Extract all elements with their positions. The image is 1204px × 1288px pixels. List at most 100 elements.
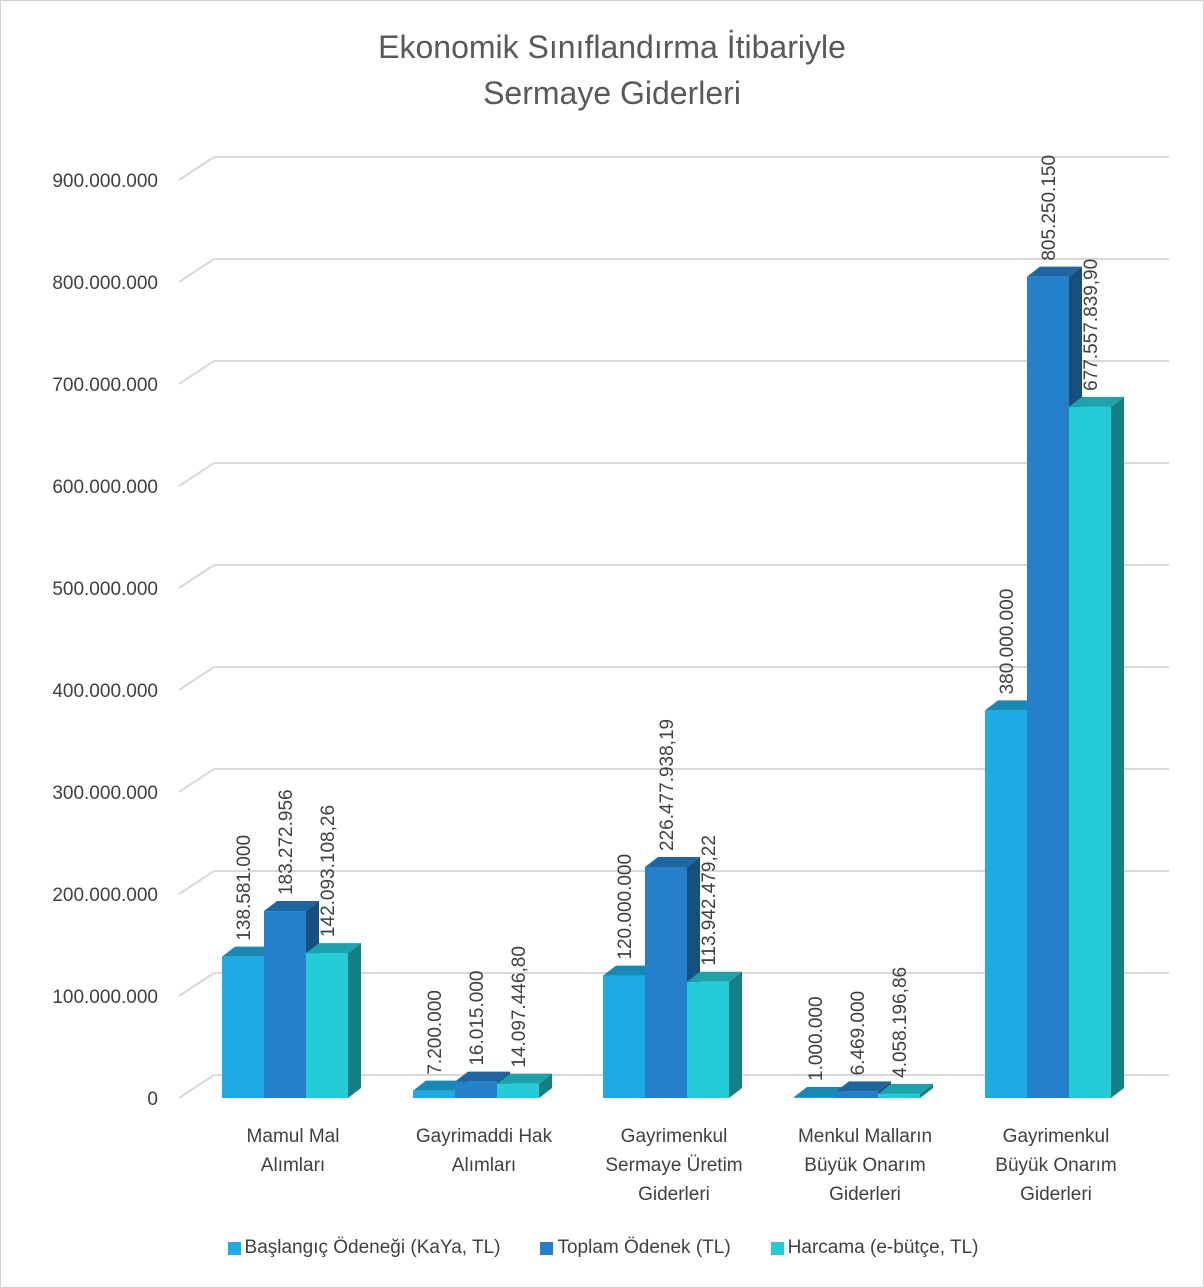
category-label: Gayrimenkul — [621, 1126, 728, 1147]
bar-top — [1027, 266, 1082, 277]
category-label: Büyük Onarım — [995, 1155, 1116, 1176]
bar-front — [645, 866, 687, 1098]
legend: Başlangıç Ödeneği (KaYa, TL) Toplam Ödene… — [1, 1237, 1204, 1259]
bar — [497, 1073, 552, 1098]
y-tick-label: 200.000.000 — [52, 885, 158, 906]
bars — [222, 266, 1124, 1098]
y-tick-label: 300.000.000 — [52, 783, 158, 804]
bar — [306, 943, 361, 1098]
legend-label: Harcama (e-bütçe, TL) — [787, 1237, 979, 1258]
bar — [878, 1083, 933, 1098]
bar-side — [539, 1073, 552, 1098]
gridline-side — [178, 768, 215, 793]
data-label: 677.557.839,90 — [1081, 259, 1102, 391]
gridline-side — [178, 666, 215, 691]
data-label: 120.000.000 — [615, 854, 636, 960]
bar-front — [497, 1083, 539, 1098]
data-label: 14.097.446,80 — [509, 946, 530, 1068]
bar-front — [222, 956, 264, 1098]
gridline-side — [178, 462, 215, 487]
chart-title-line: Ekonomik Sınıflandırma İtibariyle — [378, 29, 846, 65]
gridline-side — [178, 564, 215, 589]
category-label: Giderleri — [638, 1184, 710, 1205]
bar-side — [920, 1083, 933, 1098]
bar-front — [413, 1090, 455, 1098]
bar — [1069, 396, 1124, 1098]
y-tick-label: 0 — [147, 1089, 158, 1110]
y-tick-label: 800.000.000 — [52, 273, 158, 294]
bar-top — [497, 1073, 552, 1084]
legend-item: Başlangıç Ödeneği (KaYa, TL) — [227, 1237, 500, 1259]
bar-top — [264, 901, 319, 912]
bar-top — [222, 946, 277, 957]
gridline-side — [178, 360, 215, 385]
data-label: 805.250.150 — [1039, 155, 1060, 261]
bar-front — [878, 1093, 920, 1098]
bar-top — [878, 1083, 933, 1094]
bar-front — [687, 981, 729, 1098]
bar-top — [306, 943, 361, 954]
data-label: 6.469.000 — [848, 991, 869, 1076]
bar-side — [729, 971, 742, 1098]
category-label: Büyük Onarım — [804, 1155, 925, 1176]
data-label: 7.200.000 — [425, 990, 446, 1075]
gridline-side — [178, 972, 215, 997]
category-label: Gayrimenkul — [1003, 1126, 1110, 1147]
data-labels: 138.581.000 183.272.956 142.093.108,26 7.20… — [234, 155, 1102, 1081]
data-label: 138.581.000 — [234, 835, 255, 941]
gridline-side — [178, 870, 215, 895]
data-label: 183.272.956 — [276, 789, 297, 895]
data-label: 380.000.000 — [997, 589, 1018, 695]
category-label: Sermaye Üretim — [605, 1155, 742, 1176]
bar-top — [1069, 396, 1124, 407]
category-label: Alımları — [452, 1155, 516, 1176]
data-label: 16.015.000 — [467, 971, 488, 1066]
legend-swatch — [227, 1241, 241, 1255]
data-label: 113.942.479,22 — [699, 835, 720, 966]
bar-front — [985, 710, 1027, 1098]
bar-chart: Ekonomik Sınıflandırma İtibariyle Sermaye… — [52, 29, 1169, 1205]
category-label: Giderleri — [1020, 1184, 1092, 1205]
data-label: 142.093.108,26 — [318, 805, 339, 937]
category-label: Alımları — [261, 1155, 325, 1176]
legend-item: Harcama (e-bütçe, TL) — [770, 1237, 979, 1259]
y-tick-label: 900.000.000 — [52, 171, 158, 192]
category-label: Menkul Malların — [798, 1126, 932, 1147]
bar-top — [645, 856, 700, 867]
y-tick-label: 400.000.000 — [52, 681, 158, 702]
bar-front — [306, 953, 348, 1098]
bar-front — [1027, 276, 1069, 1098]
bar-front — [836, 1091, 878, 1098]
data-label: 1.000.000 — [806, 996, 827, 1081]
gridline-side — [178, 1074, 215, 1099]
y-tick-label: 700.000.000 — [52, 375, 158, 396]
category-label: Mamul Mal — [247, 1126, 340, 1147]
legend-label: Toplam Ödenek (TL) — [557, 1237, 731, 1258]
bar-front — [264, 911, 306, 1098]
chart-title: Ekonomik Sınıflandırma İtibariyle Sermaye… — [378, 29, 846, 111]
category-label: Gayrimaddi Hak — [416, 1126, 553, 1147]
data-label: 4.058.196,86 — [890, 967, 911, 1078]
bar-top — [603, 965, 658, 976]
bar-top — [687, 971, 742, 982]
bar — [687, 971, 742, 1098]
bar-front — [794, 1096, 836, 1098]
y-tick-label: 100.000.000 — [52, 987, 158, 1008]
bar-side — [1111, 396, 1124, 1098]
bar-top — [836, 1081, 891, 1092]
legend-swatch — [540, 1241, 554, 1255]
bar-front — [603, 975, 645, 1098]
bar-top — [985, 700, 1040, 711]
data-label: 226.477.938,19 — [657, 719, 678, 851]
y-axis: 0 100.000.000 200.000.000 300.000.000 400.00… — [52, 171, 158, 1110]
legend-swatch — [770, 1241, 784, 1255]
gridline-side — [178, 258, 215, 283]
bar-front — [1069, 406, 1111, 1098]
bar-top — [413, 1080, 468, 1091]
y-tick-label: 500.000.000 — [52, 579, 158, 600]
bar-front — [455, 1081, 497, 1098]
gridline-side — [178, 156, 215, 181]
bar-top — [794, 1086, 849, 1097]
x-axis: Mamul Mal Alımları Gayrimaddi Hak Alımları G… — [247, 1126, 1117, 1205]
